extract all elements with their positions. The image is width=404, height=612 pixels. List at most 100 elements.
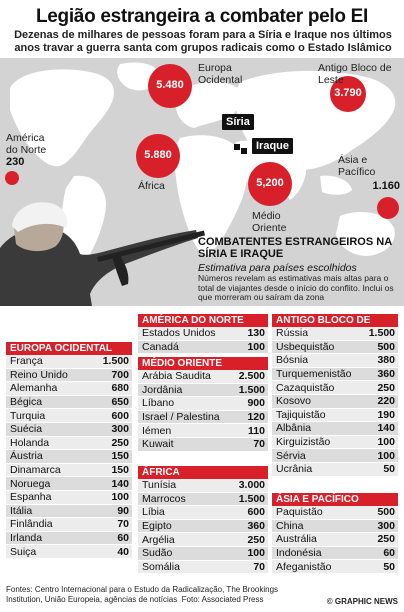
fighter-count: 100 [377, 436, 395, 449]
section-header: ÁSIA E PACÍFICO [272, 493, 398, 506]
fighter-count: 70 [253, 438, 265, 451]
country-name: Alemanha [10, 382, 58, 395]
table-antigo-bloco-leste: ANTIGO BLOCO DE LESTE Rússia 1.500 Usbequi… [272, 314, 398, 477]
fighter-count: 1.500 [238, 492, 265, 505]
value-europa-ocidental: 5.480 [156, 79, 184, 91]
fighter-count: 380 [377, 354, 395, 367]
fighter-count: 1.500 [368, 327, 395, 340]
tag-iraq: Iraque [252, 138, 294, 154]
country-name: França [10, 355, 43, 368]
country-name: Kosovo [276, 395, 312, 408]
section-header: ÁFRICA [138, 466, 268, 479]
fighter-count: 100 [111, 491, 129, 504]
fighter-count: 90 [117, 504, 129, 517]
table-row: Turquemenistão 360 [272, 367, 398, 382]
country-name: Estados Unidos [142, 327, 216, 340]
table-row: Ucrânia 50 [272, 462, 398, 477]
fighter-count: 50 [383, 560, 395, 573]
table-europa-ocidental: EUROPA OCIDENTAL França 1.500 Reino Unido 7… [6, 342, 132, 559]
australia-landmass [336, 212, 395, 256]
section-header: AMÉRICA DO NORTE [138, 314, 268, 327]
section-header: ANTIGO BLOCO DE LESTE [272, 314, 398, 339]
country-name: Bégica [10, 396, 43, 409]
table-row: Espanha 100 [6, 490, 132, 505]
label-europa-ocidental: Europa Ocidental [198, 62, 243, 86]
fighter-count: 3.000 [238, 479, 265, 492]
value-medio-oriente: 5,200 [256, 177, 284, 189]
fighter-count: 140 [377, 422, 395, 435]
fighter-count: 650 [111, 396, 129, 409]
table-row: Suiça 40 [6, 545, 132, 559]
fighter-count: 100 [377, 449, 395, 462]
table-row: Reino Unido 700 [6, 368, 132, 383]
table-row: Jordânia 1.500 [138, 383, 268, 398]
fighter-photo [0, 202, 206, 306]
fighter-count: 100 [247, 547, 265, 560]
fighter-count: 300 [377, 519, 395, 532]
country-name: Kirguizistão [276, 436, 331, 449]
country-name: Afeganistão [276, 560, 332, 573]
table-row: Cazaquistão 250 [272, 381, 398, 395]
fighter-count: 2.500 [238, 370, 265, 383]
table-row: Tunísia 3.000 [138, 479, 268, 493]
table-row: Albânia 140 [272, 422, 398, 436]
country-name: Rússia [276, 327, 309, 340]
table-row: Dinamarca 150 [6, 463, 132, 478]
country-name: Austrália [276, 533, 317, 546]
country-name: Jordânia [142, 383, 183, 396]
country-name: Turquia [10, 409, 46, 422]
bubble-medio-oriente [248, 162, 292, 206]
country-name: Kuwait [142, 438, 174, 451]
country-name: Usbequistão [276, 340, 335, 353]
fighter-count: 70 [117, 518, 129, 531]
fighter-count: 140 [111, 477, 129, 490]
fighter-count: 500 [377, 340, 395, 353]
table-row: Kosovo 220 [272, 394, 398, 409]
fighter-count: 120 [247, 411, 265, 424]
country-name: Paquistão [276, 506, 323, 519]
country-name: Marrocos [142, 492, 186, 505]
table-row: Irlanda 60 [6, 531, 132, 546]
table-row: Afeganistão 50 [272, 560, 398, 574]
iraq-marker [241, 148, 247, 154]
table-row: Austrália 250 [272, 533, 398, 547]
fighter-count: 600 [111, 409, 129, 422]
page-title: Legião estrangeira a combater pelo EI [35, 6, 369, 27]
fighter-count: 110 [248, 424, 265, 437]
table-row: Suécia 300 [6, 422, 132, 437]
fighter-count: 40 [117, 545, 129, 558]
section-header: EUROPA OCIDENTAL [6, 342, 132, 355]
bubble-asia-pacifico [377, 197, 399, 219]
table-row: Líbano 900 [138, 397, 268, 411]
label-medio-oriente: Médio Oriente [252, 210, 287, 234]
fighter-count: 500 [377, 506, 395, 519]
table-row: Argélia 250 [138, 533, 268, 547]
table-row: Tajiquistão 190 [272, 408, 398, 423]
fighter-count: 680 [111, 382, 129, 395]
country-name: Suécia [10, 423, 43, 436]
africa-landmass [174, 135, 247, 255]
country-name: Holanda [10, 436, 50, 449]
value-antigo-bloco-leste: 3.790 [334, 87, 362, 99]
fighter-count: 250 [377, 381, 395, 394]
country-name: Espanha [10, 491, 52, 504]
syria-marker [234, 144, 240, 150]
country-name: Iémen [142, 424, 172, 437]
fighter-count: 1.500 [102, 355, 129, 368]
table-row: Indonésia 60 [272, 546, 398, 561]
table-asia-pacifico: ÁSIA E PACÍFICO Paquistão 500 China 300 Aust… [272, 493, 398, 574]
label-africa: África [138, 180, 165, 192]
fighter-count: 100 [247, 340, 265, 353]
fighter-count: 150 [111, 464, 129, 477]
southeast-asia-landmass [320, 175, 352, 195]
table-america-norte: AMÉRICA DO NORTE Estados Unidos 130 Canadá… [138, 314, 268, 355]
fighter-count: 1.500 [238, 383, 265, 396]
country-name: Bósnia [276, 354, 309, 367]
fighter-count: 700 [111, 368, 129, 381]
table-row: Paquistão 500 [272, 506, 398, 520]
country-name: China [276, 519, 304, 532]
bubble-america-norte [5, 171, 19, 185]
fighter-count: 60 [117, 532, 129, 545]
label-antigo-bloco-leste: Antigo Bloco de Leste [318, 62, 392, 86]
table-row: Israel / Palestina 120 [138, 410, 268, 425]
